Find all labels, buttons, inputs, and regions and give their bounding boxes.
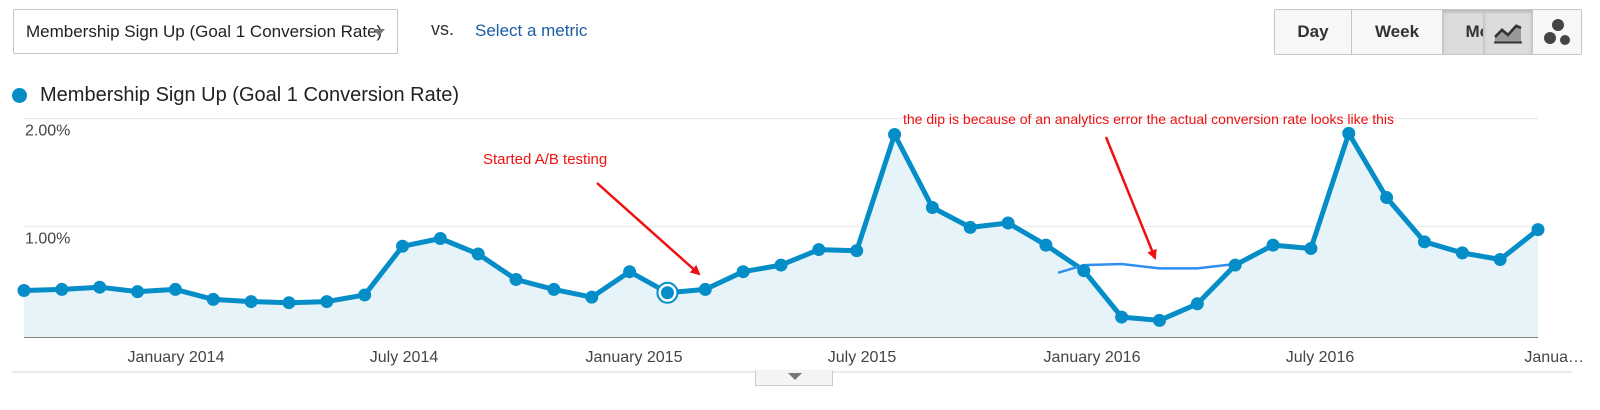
data-point[interactable]	[168, 282, 182, 296]
annotation-arrow	[1104, 136, 1157, 260]
data-point[interactable]	[282, 296, 296, 310]
data-point[interactable]	[1455, 246, 1469, 260]
motion-chart-icon	[1544, 19, 1570, 45]
annotation-dip: the dip is because of an analytics error…	[903, 111, 1394, 127]
line-chart-icon	[1494, 24, 1522, 44]
data-point[interactable]	[1153, 313, 1166, 327]
data-point[interactable]	[850, 244, 864, 258]
data-point[interactable]	[471, 247, 485, 261]
legend-dot-icon	[12, 88, 27, 103]
data-point[interactable]	[1001, 216, 1015, 230]
x-tick-label: July 2014	[370, 349, 439, 366]
data-point[interactable]	[1077, 264, 1091, 278]
data-point[interactable]	[736, 265, 750, 279]
data-point[interactable]	[1228, 258, 1242, 272]
data-point[interactable]	[1304, 241, 1318, 255]
x-tick-label: July 2016	[1286, 349, 1355, 366]
data-point[interactable]	[888, 127, 902, 141]
y-tick-label: 1.00%	[25, 230, 70, 247]
chevron-down-icon	[788, 373, 802, 380]
data-point[interactable]	[358, 288, 372, 302]
data-point[interactable]	[55, 282, 69, 296]
motion-chart-button[interactable]	[1533, 10, 1581, 54]
data-point[interactable]	[547, 282, 561, 296]
data-point[interactable]	[925, 201, 939, 215]
data-point[interactable]	[623, 265, 637, 279]
series-area	[24, 133, 1538, 337]
annotation-arrow	[596, 182, 701, 276]
data-point[interactable]	[433, 232, 447, 246]
chart-legend: Membership Sign Up (Goal 1 Conversion Ra…	[12, 84, 459, 107]
data-point[interactable]	[1493, 253, 1507, 267]
data-point-highlighted[interactable]	[660, 286, 674, 300]
data-point[interactable]	[206, 292, 220, 306]
data-point[interactable]	[585, 290, 599, 304]
metric-dropdown-label: Membership Sign Up (Goal 1 Conversion Ra…	[26, 21, 383, 41]
x-tick-label: January 2015	[586, 349, 683, 366]
data-point[interactable]	[812, 243, 826, 257]
x-tick-label: January 2014	[128, 349, 225, 366]
data-point[interactable]	[1039, 238, 1053, 252]
x-tick-label: July 2015	[828, 349, 897, 366]
week-button[interactable]: Week	[1352, 10, 1443, 54]
y-tick-label: 2.00%	[25, 123, 70, 140]
data-point[interactable]	[774, 258, 788, 272]
annotation-ab-testing: Started A/B testing	[483, 151, 607, 168]
x-tick-label: January 2016	[1044, 349, 1141, 366]
data-point[interactable]	[1380, 191, 1394, 205]
line-chart-button[interactable]	[1484, 10, 1533, 54]
vs-label: vs.	[431, 19, 455, 39]
day-button[interactable]: Day	[1275, 10, 1352, 54]
data-point[interactable]	[1342, 126, 1356, 140]
data-point[interactable]	[963, 220, 977, 234]
data-point[interactable]	[93, 280, 107, 294]
select-metric-link[interactable]: Select a metric	[475, 21, 588, 40]
metric-dropdown[interactable]: Membership Sign Up (Goal 1 Conversion Ra…	[13, 9, 398, 54]
legend-label: Membership Sign Up (Goal 1 Conversion Ra…	[40, 84, 460, 106]
x-tick-label: Janua…	[1524, 349, 1584, 366]
data-point[interactable]	[1190, 297, 1204, 311]
data-point[interactable]	[320, 295, 334, 309]
data-point[interactable]	[1531, 223, 1545, 237]
chart-type-toggle	[1483, 9, 1582, 55]
chevron-down-icon	[373, 29, 385, 36]
data-point[interactable]	[1115, 310, 1129, 324]
expand-chart-tab[interactable]	[755, 370, 833, 386]
data-point[interactable]	[1266, 238, 1280, 252]
data-point[interactable]	[17, 284, 31, 298]
data-point[interactable]	[131, 285, 145, 299]
data-point[interactable]	[396, 239, 409, 253]
data-point[interactable]	[698, 282, 712, 296]
data-point[interactable]	[509, 272, 523, 286]
data-point[interactable]	[1417, 235, 1431, 249]
data-point[interactable]	[244, 295, 258, 309]
